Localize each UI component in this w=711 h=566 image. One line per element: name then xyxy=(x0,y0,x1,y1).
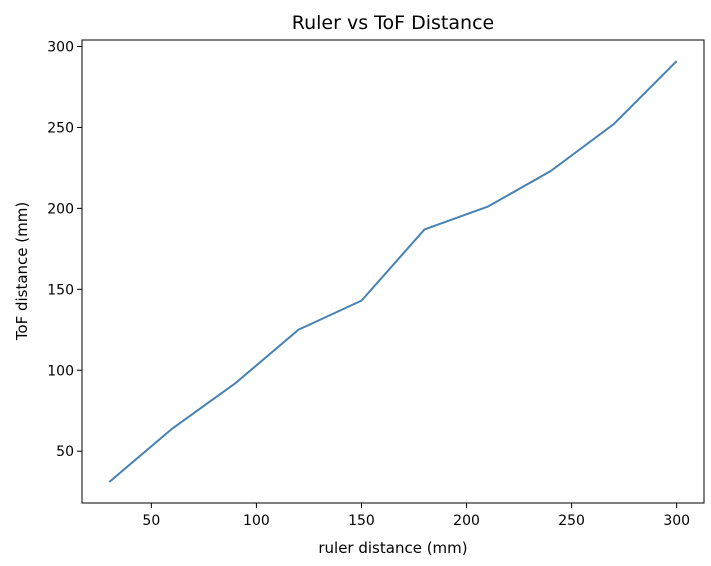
y-tick-label: 250 xyxy=(47,120,74,136)
x-tick-label: 300 xyxy=(663,513,690,529)
y-axis-ticks: 50 100 150 200 250 300 xyxy=(47,39,82,460)
y-tick-label: 100 xyxy=(47,363,74,379)
x-tick-label: 250 xyxy=(558,513,585,529)
x-tick-label: 150 xyxy=(348,513,375,529)
series-lines xyxy=(108,60,678,483)
plot-frame xyxy=(81,39,705,504)
x-tick-label: 50 xyxy=(142,513,160,529)
y-tick-label: 50 xyxy=(56,444,74,460)
x-tick-label: 100 xyxy=(243,513,270,529)
x-tick-label: 200 xyxy=(453,513,480,529)
chart-title: Ruler vs ToF Distance xyxy=(292,12,494,34)
y-tick-label: 300 xyxy=(47,39,74,55)
y-tick-label: 200 xyxy=(47,201,74,217)
x-axis-ticks: 50 100 150 200 250 300 xyxy=(142,503,690,529)
y-tick-label: 150 xyxy=(47,282,74,298)
y-axis-label: ToF distance (mm) xyxy=(13,202,31,341)
x-axis-label: ruler distance (mm) xyxy=(318,539,467,557)
series-line xyxy=(108,60,678,483)
